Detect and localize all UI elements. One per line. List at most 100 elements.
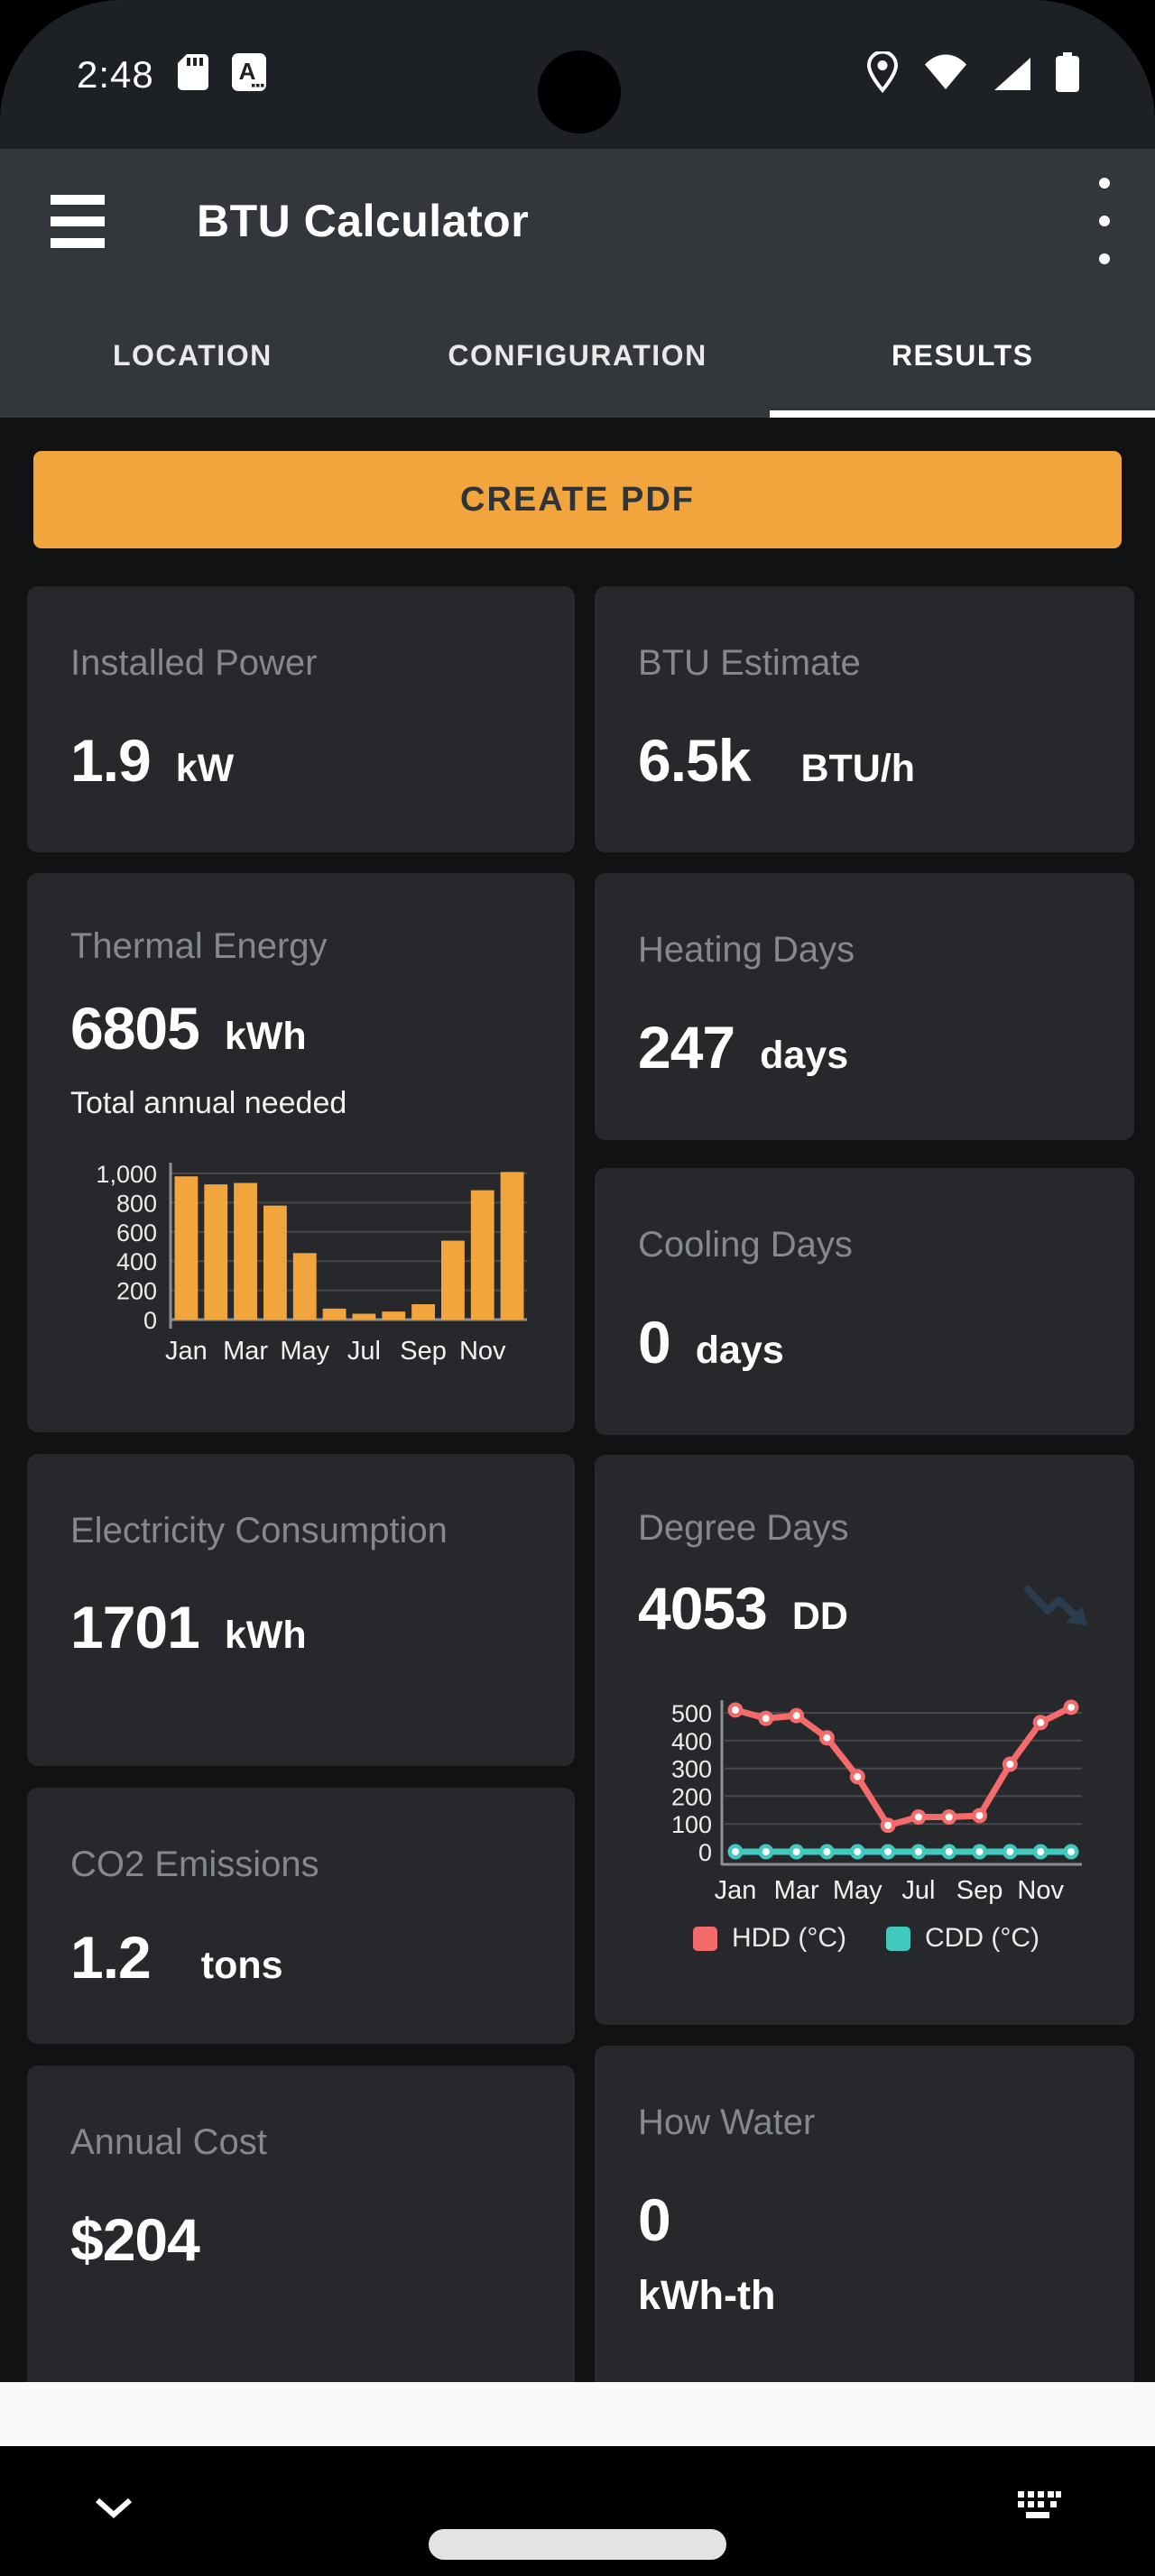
card-label: Thermal Energy bbox=[70, 926, 328, 966]
card-value: 1701 bbox=[70, 1594, 200, 1661]
tab-location[interactable]: LOCATION bbox=[112, 338, 273, 372]
card-co2-emissions: CO2 Emissions 1.2 tons bbox=[27, 1788, 575, 2044]
legend-label: CDD (°C) bbox=[925, 1923, 1040, 1953]
clock: 2:48 bbox=[77, 52, 154, 96]
card-annual-cost: Annual Cost $204 bbox=[27, 2065, 575, 2444]
keyboard-accessory-bar bbox=[0, 2382, 1155, 2446]
card-label: Cooling Days bbox=[638, 1225, 853, 1265]
create-pdf-button[interactable]: CREATE PDF bbox=[33, 451, 1122, 548]
card-value: 0 bbox=[638, 1309, 671, 1375]
card-value: 0 bbox=[638, 2186, 671, 2253]
legend-swatch bbox=[886, 1926, 910, 1951]
svg-text:0: 0 bbox=[698, 1839, 712, 1866]
overflow-menu-icon[interactable] bbox=[1085, 178, 1124, 264]
hamburger-menu-icon[interactable] bbox=[51, 194, 105, 248]
svg-text:300: 300 bbox=[671, 1756, 712, 1783]
svg-text:200: 200 bbox=[671, 1783, 712, 1810]
card-unit: days bbox=[695, 1329, 784, 1372]
svg-text:Mar: Mar bbox=[774, 1876, 819, 1905]
card-label: Degree Days bbox=[638, 1508, 849, 1548]
card-unit: kWh-th bbox=[638, 2272, 776, 2318]
app-bar: BTU Calculator LOCATION CONFIGURATION RE… bbox=[0, 149, 1155, 418]
svg-text:100: 100 bbox=[671, 1811, 712, 1838]
card-label: How Water bbox=[638, 2102, 816, 2142]
svg-text:A: A bbox=[238, 58, 255, 85]
cellular-icon bbox=[993, 54, 1030, 95]
status-bar: 2:48 A bbox=[0, 0, 1155, 149]
thermal-energy-chart: 0 200 400 600 800 1,000 Jan Mar May Jul Sep Nov bbox=[70, 1148, 535, 1371]
battery-icon bbox=[1056, 52, 1079, 97]
card-value: 247 bbox=[638, 1014, 735, 1081]
card-value: 1.2 bbox=[70, 1924, 152, 1991]
card-label: Installed Power bbox=[70, 643, 318, 683]
svg-text:400: 400 bbox=[671, 1728, 712, 1755]
card-subtitle: Total annual needed bbox=[70, 1086, 347, 1120]
trending-down-icon bbox=[1022, 1583, 1095, 1634]
card-unit: kW bbox=[175, 747, 235, 790]
card-electricity-consumption: Electricity Consumption 1701 kWh bbox=[27, 1454, 575, 1766]
card-degree-days: Degree Days 4053 DD 0 100 200 300 400 500 Jan M… bbox=[595, 1455, 1134, 2025]
card-unit: tons bbox=[200, 1944, 283, 1987]
svg-text:1,000: 1,000 bbox=[96, 1161, 157, 1188]
active-tab-indicator bbox=[770, 410, 1155, 418]
tab-configuration[interactable]: CONFIGURATION bbox=[448, 338, 707, 372]
keyboard-icon[interactable] bbox=[1016, 2491, 1061, 2526]
card-value: 6.5k bbox=[638, 727, 751, 794]
chart-legend: HDD (°C) CDD (°C) bbox=[638, 1923, 1095, 1954]
degree-days-chart: 0 100 200 300 400 500 Jan Mar May Jul Sep Nov HDD (… bbox=[638, 1670, 1095, 1954]
tab-results[interactable]: RESULTS bbox=[891, 338, 1034, 372]
svg-text:May: May bbox=[833, 1876, 882, 1905]
wifi-icon bbox=[924, 54, 967, 95]
svg-text:Sep: Sep bbox=[956, 1876, 1003, 1905]
app-bar-row: BTU Calculator bbox=[0, 149, 1155, 293]
svg-text:600: 600 bbox=[116, 1219, 157, 1247]
card-unit: DD bbox=[791, 1595, 848, 1638]
legend-swatch bbox=[693, 1926, 718, 1951]
svg-text:Jul: Jul bbox=[347, 1337, 381, 1366]
card-label: BTU Estimate bbox=[638, 643, 861, 683]
svg-text:0: 0 bbox=[143, 1307, 157, 1334]
card-unit: kWh bbox=[224, 1614, 307, 1657]
card-cooling-days: Cooling Days 0 days bbox=[595, 1168, 1134, 1435]
chevron-down-icon[interactable] bbox=[94, 2497, 134, 2525]
card-installed-power: Installed Power 1.9 kW bbox=[27, 586, 575, 852]
svg-text:Jan: Jan bbox=[715, 1876, 757, 1905]
svg-text:Mar: Mar bbox=[223, 1337, 268, 1366]
svg-text:800: 800 bbox=[116, 1190, 157, 1217]
card-label: Annual Cost bbox=[70, 2122, 267, 2162]
card-value: 4053 bbox=[638, 1575, 768, 1642]
svg-text:May: May bbox=[280, 1337, 329, 1366]
card-unit: BTU/h bbox=[800, 747, 916, 790]
home-indicator[interactable] bbox=[429, 2529, 726, 2560]
sd-card-icon bbox=[177, 54, 208, 95]
svg-text:Sep: Sep bbox=[400, 1337, 447, 1366]
card-unit: kWh bbox=[224, 1015, 307, 1058]
card-unit: days bbox=[760, 1034, 849, 1077]
legend-item: HDD (°C) bbox=[693, 1923, 846, 1954]
location-icon bbox=[866, 50, 899, 97]
status-bar-right bbox=[866, 0, 1079, 149]
card-btu-estimate: BTU Estimate 6.5k BTU/h bbox=[595, 586, 1134, 852]
svg-text:Nov: Nov bbox=[1017, 1876, 1064, 1905]
svg-text:500: 500 bbox=[671, 1700, 712, 1727]
card-label: CO2 Emissions bbox=[70, 1845, 319, 1884]
legend-item: CDD (°C) bbox=[886, 1923, 1040, 1954]
svg-text:Jan: Jan bbox=[165, 1337, 208, 1366]
navigation-bar bbox=[0, 2446, 1155, 2576]
card-thermal-energy: Thermal Energy 6805 kWh Total annual nee… bbox=[27, 873, 575, 1432]
tab-bar: LOCATION CONFIGURATION RESULTS bbox=[0, 293, 1155, 418]
svg-text:Nov: Nov bbox=[459, 1337, 506, 1366]
card-heating-days: Heating Days 247 days bbox=[595, 873, 1134, 1140]
status-bar-left: 2:48 A bbox=[77, 0, 266, 149]
card-value: 1.9 bbox=[70, 727, 152, 794]
card-value: 6805 bbox=[70, 995, 200, 1062]
card-label: Heating Days bbox=[638, 930, 855, 970]
page-title: BTU Calculator bbox=[197, 196, 530, 246]
card-label: Electricity Consumption bbox=[70, 1511, 448, 1550]
svg-text:400: 400 bbox=[116, 1248, 157, 1275]
svg-text:Jul: Jul bbox=[901, 1876, 935, 1905]
letter-a-icon: A bbox=[231, 53, 266, 96]
svg-text:200: 200 bbox=[116, 1278, 157, 1305]
